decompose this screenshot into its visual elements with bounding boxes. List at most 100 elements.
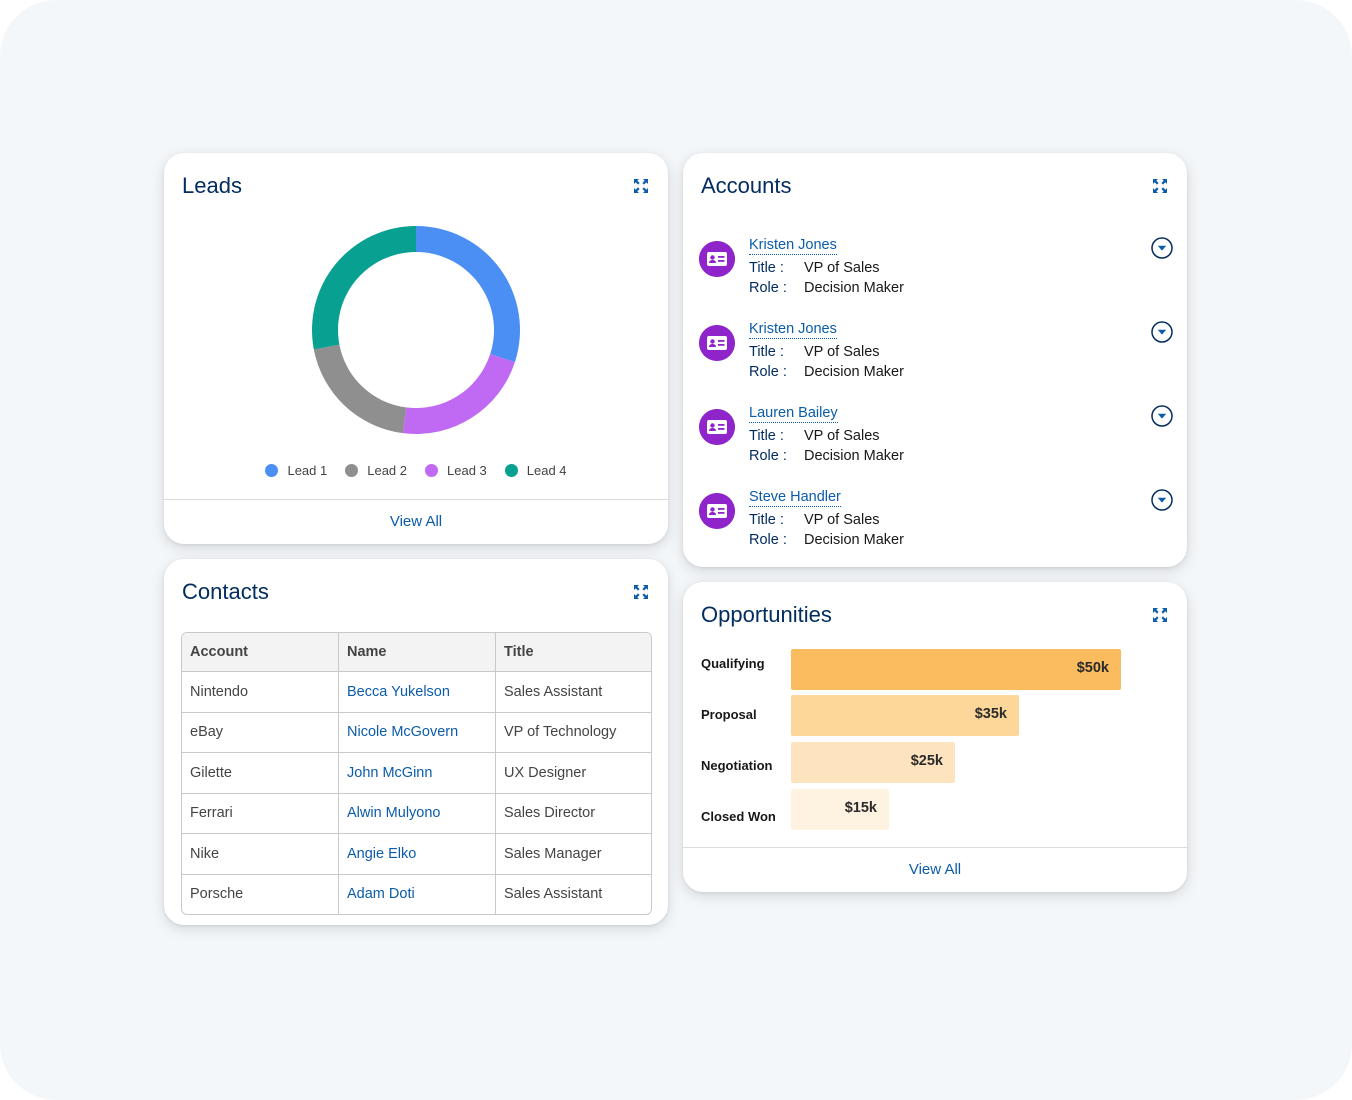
contact-card-icon (699, 409, 735, 445)
leads-legend: Lead 1 Lead 2 Lead 3 Lead 4 (164, 463, 668, 478)
opportunities-title: Opportunities (701, 602, 832, 627)
account-name-link[interactable]: Steve Handler (749, 489, 841, 507)
legend-dot (425, 464, 438, 477)
contact-card-icon (699, 493, 735, 529)
account-role-value: Decision Maker (804, 532, 904, 548)
funnel-bar-proposal[interactable]: $35k (791, 695, 1019, 736)
account-cell: eBay (182, 712, 339, 753)
account-title-row: Title : VP of Sales (749, 512, 880, 528)
leads-title: Leads (182, 173, 242, 198)
donut-segment-lead-3[interactable] (402, 354, 515, 434)
account-title-value: VP of Sales (804, 260, 880, 276)
account-name-link[interactable]: Kristen Jones (749, 321, 837, 339)
account-item: Steve Handler Title : VP of Sales Role : D… (699, 489, 1173, 559)
account-name-link[interactable]: Lauren Bailey (749, 405, 838, 423)
stage-label-qualifying: Qualifying (701, 656, 765, 671)
contact-name-link[interactable]: Alwin Mulyono (339, 793, 496, 834)
title-cell: Sales Director (496, 794, 651, 834)
legend-item-lead-4: Lead 4 (504, 463, 567, 478)
expand-icon[interactable] (633, 178, 649, 194)
title-label: Title : (749, 512, 784, 528)
funnel-bar-closed-won[interactable]: $15k (791, 789, 889, 830)
stage-label-proposal: Proposal (701, 707, 757, 722)
title-label: Title : (749, 428, 784, 444)
funnel-value: $15k (844, 800, 877, 816)
role-label: Role : (749, 448, 787, 464)
accounts-title: Accounts (701, 173, 792, 198)
title-label: Title : (749, 260, 784, 276)
title-cell: VP of Technology (496, 713, 651, 753)
chevron-down-icon[interactable] (1151, 321, 1173, 343)
donut-segment-lead-4[interactable] (312, 226, 416, 350)
leads-view-all-link[interactable]: View All (164, 499, 668, 544)
account-role-value: Decision Maker (804, 448, 904, 464)
opportunities-card: Opportunities Qualifying $50k Proposal $… (683, 582, 1187, 892)
contact-card-icon (699, 325, 735, 361)
account-cell: Ferrari (182, 793, 339, 834)
expand-icon[interactable] (1152, 607, 1168, 623)
table-row: Ferrari Alwin Mulyono Sales Director (182, 793, 651, 834)
contact-name-link[interactable]: Nicole McGovern (339, 712, 496, 753)
legend-label: Lead 2 (367, 463, 407, 478)
legend-item-lead-1: Lead 1 (265, 463, 327, 478)
title-cell: Sales Assistant (496, 672, 651, 713)
stage-label-closed-won: Closed Won (701, 809, 776, 824)
leads-donut-chart (312, 226, 520, 434)
chevron-down-icon[interactable] (1151, 405, 1173, 427)
column-header-title[interactable]: Title (496, 633, 651, 672)
contact-card-icon (699, 241, 735, 277)
stage-label-negotiation: Negotiation (701, 758, 773, 773)
contact-name-link[interactable]: John McGinn (339, 753, 496, 794)
account-role-row: Role : Decision Maker (749, 364, 904, 380)
donut-segment-lead-1[interactable] (416, 226, 520, 363)
account-role-row: Role : Decision Maker (749, 280, 904, 296)
role-label: Role : (749, 280, 787, 296)
title-label: Title : (749, 344, 784, 360)
contact-name-link[interactable]: Adam Doti (339, 874, 496, 914)
contacts-card: Contacts Account Name Title Nintendo (164, 559, 668, 925)
legend-label: Lead 4 (526, 463, 567, 478)
account-title-row: Title : VP of Sales (749, 344, 880, 360)
legend-label: Lead 1 (287, 463, 328, 478)
expand-icon[interactable] (1152, 178, 1168, 194)
account-title-row: Title : VP of Sales (749, 428, 880, 444)
account-name-link[interactable]: Kristen Jones (749, 237, 837, 255)
account-title-value: VP of Sales (804, 344, 880, 360)
funnel-bar-qualifying[interactable]: $50k (791, 649, 1121, 690)
accounts-card: Accounts Kristen Jones Title : VP of Sale… (683, 153, 1187, 567)
account-title-value: VP of Sales (804, 428, 880, 444)
account-item: Kristen Jones Title : VP of Sales Role : D… (699, 321, 1173, 391)
account-cell: Gilette (182, 753, 339, 794)
contact-name-link[interactable]: Becca Yukelson (339, 672, 496, 713)
table-row: Gilette John McGinn UX Designer (182, 753, 651, 794)
account-cell: Nike (182, 834, 339, 875)
column-header-account[interactable]: Account (182, 633, 339, 672)
account-title-row: Title : VP of Sales (749, 260, 880, 276)
funnel-bar-negotiation[interactable]: $25k (791, 742, 955, 783)
account-item: Kristen Jones Title : VP of Sales Role : D… (699, 237, 1173, 307)
title-cell: UX Designer (496, 753, 651, 794)
legend-item-lead-2: Lead 2 (345, 463, 407, 478)
account-cell: Nintendo (182, 672, 339, 713)
chevron-down-icon[interactable] (1151, 237, 1173, 259)
account-title-value: VP of Sales (804, 512, 880, 528)
title-cell: Sales Manager (496, 834, 651, 875)
table-row: Nike Angie Elko Sales Manager (182, 834, 651, 875)
opportunities-view-all-link[interactable]: View All (683, 847, 1187, 892)
chevron-down-icon[interactable] (1151, 489, 1173, 511)
contact-name-link[interactable]: Angie Elko (339, 834, 496, 875)
account-cell: Porsche (182, 874, 339, 914)
contacts-table: Account Name Title Nintendo Becca Yukels… (181, 632, 652, 915)
column-header-name[interactable]: Name (339, 633, 496, 672)
account-role-value: Decision Maker (804, 280, 904, 296)
account-role-row: Role : Decision Maker (749, 448, 904, 464)
table-row: eBay Nicole McGovern VP of Technology (182, 712, 651, 753)
title-cell: Sales Assistant (504, 886, 603, 903)
leads-card: Leads Lead 1 Lead 2 Lead 3 (164, 153, 668, 544)
expand-icon[interactable] (633, 584, 649, 600)
donut-segment-lead-2[interactable] (313, 344, 407, 434)
legend-dot (265, 464, 279, 477)
funnel-value: $35k (974, 706, 1007, 722)
account-role-value: Decision Maker (804, 364, 904, 380)
legend-dot (504, 464, 518, 477)
